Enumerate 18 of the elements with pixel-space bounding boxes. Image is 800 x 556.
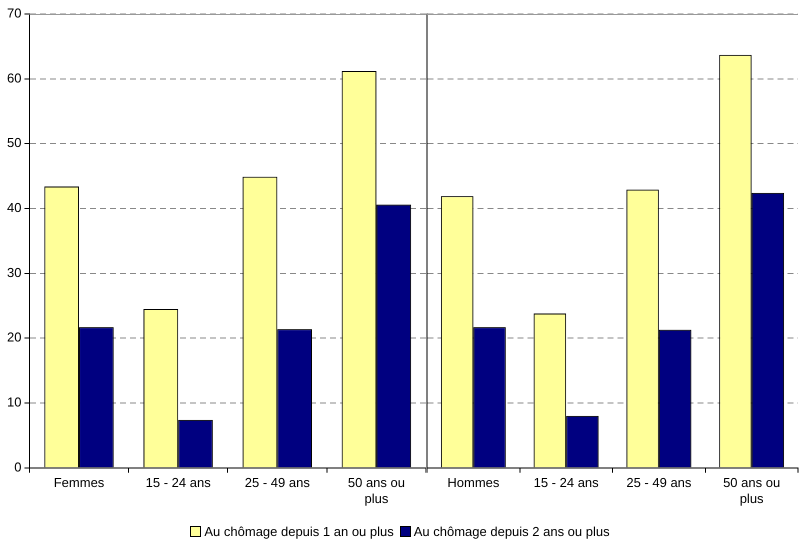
x-tick-label: Femmes xyxy=(54,475,105,490)
y-tick-label: 30 xyxy=(6,264,22,280)
x-tick-label: 25 - 49 ans xyxy=(626,475,692,490)
y-tick-label: 40 xyxy=(6,200,22,216)
y-tick-label: 10 xyxy=(6,394,22,410)
y-tick-label: 50 xyxy=(6,135,22,150)
legend-label: Au chômage depuis 2 ans ou plus xyxy=(414,524,610,539)
x-tick-label: 50 ans ou plus xyxy=(348,475,405,506)
y-tick-label: 20 xyxy=(6,330,22,345)
y-tick-label: 0 xyxy=(14,459,22,474)
x-tick-label: Hommes xyxy=(447,475,500,490)
x-tick-label: 25 - 49 ans xyxy=(244,475,310,490)
legend-label: Au chômage depuis 1 an ou plus xyxy=(204,524,394,539)
x-tick-label: 50 ans ou plus xyxy=(723,475,780,506)
y-tick-label: 60 xyxy=(6,70,22,86)
y-tick-label: 70 xyxy=(6,6,22,21)
x-tick-label: 15 - 24 ans xyxy=(534,475,600,490)
x-tick-label: 15 - 24 ans xyxy=(146,475,212,490)
